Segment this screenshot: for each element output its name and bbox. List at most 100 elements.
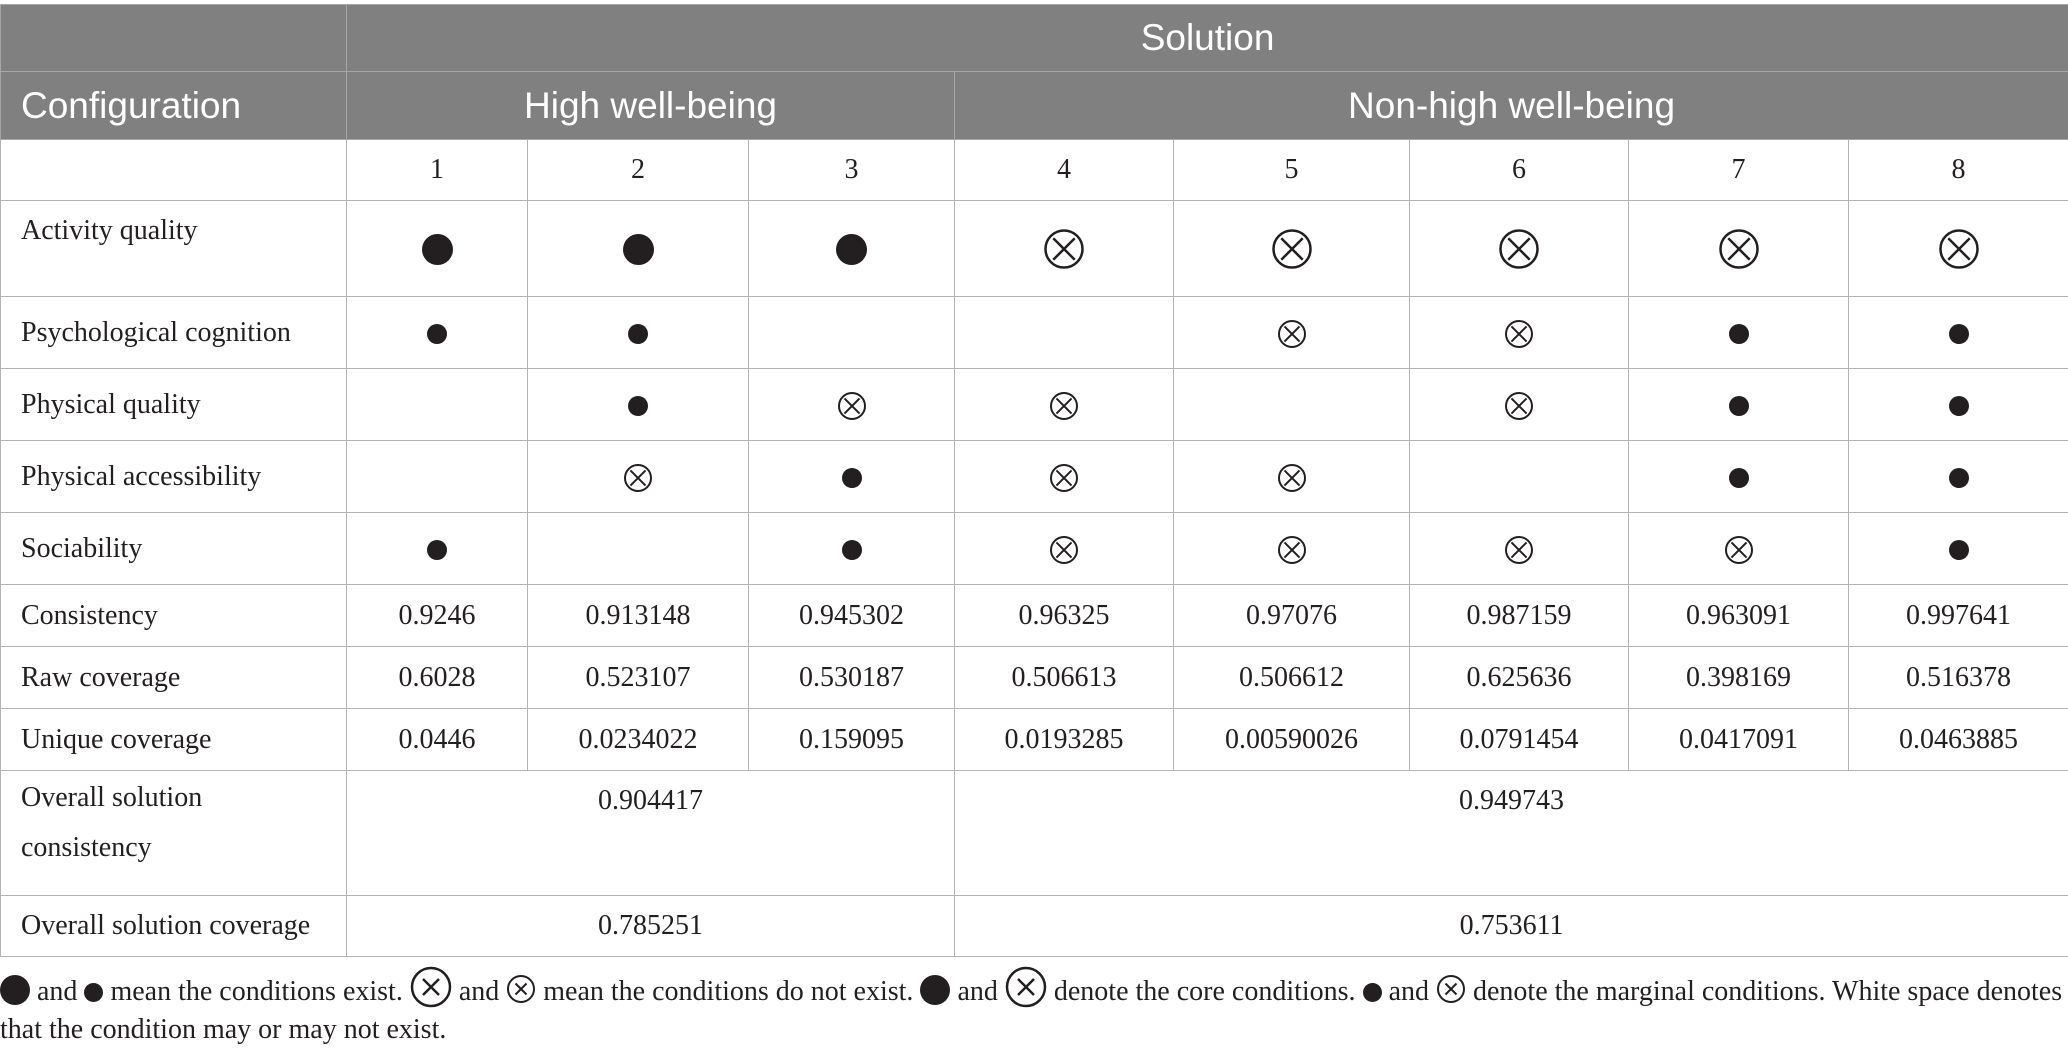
- condition-cell: [1409, 512, 1629, 585]
- condition-cell: [1628, 512, 1849, 585]
- core-present-icon: [0, 975, 30, 1005]
- header-corner: [0, 4, 347, 72]
- marginal-absent-icon: [624, 463, 652, 492]
- condition-cell: [346, 440, 528, 513]
- marginal-absent-icon: [1050, 535, 1078, 564]
- marginal-absent-icon: [1277, 535, 1306, 564]
- core-absent-icon: [1044, 228, 1084, 269]
- condition-label: Physical quality: [0, 368, 347, 441]
- marginal-absent-icon: [1724, 535, 1753, 564]
- core-present-icon: [836, 234, 867, 266]
- core-absent-icon: [1938, 228, 1979, 269]
- non-high-well-being-header: Non-high well-being: [953, 71, 2068, 140]
- core-present-icon: [622, 234, 654, 266]
- condition-cell: [1409, 296, 1629, 369]
- solution-number: 3: [748, 139, 955, 201]
- metric-value: 0.0234022: [527, 708, 749, 771]
- metric-label: Consistency: [0, 584, 347, 647]
- marginal-present-icon: [1728, 396, 1749, 417]
- condition-cell: [527, 368, 749, 441]
- condition-cell: [1409, 440, 1629, 513]
- condition-cell: [1173, 200, 1410, 297]
- note-text: denote the core conditions.: [1053, 976, 1356, 1007]
- solution-number: 1: [346, 139, 528, 201]
- metric-value: 0.0446: [346, 708, 528, 771]
- condition-cell: [1173, 368, 1410, 441]
- metric-value: 0.625636: [1409, 646, 1629, 709]
- metric-value: 0.506612: [1173, 646, 1410, 709]
- overall-consistency-row: Overall solution consistency 0.904417 0.9…: [0, 770, 2068, 896]
- marginal-present-icon: [628, 324, 648, 345]
- marginal-absent-icon: [1505, 391, 1533, 420]
- condition-cell: [527, 512, 749, 585]
- metric-value: 0.530187: [748, 646, 955, 709]
- metric-value: 0.963091: [1628, 584, 1849, 647]
- metric-value: 0.00590026: [1173, 708, 1410, 771]
- marginal-present-icon: [1948, 396, 1969, 417]
- overall-value: 0.904417: [346, 770, 955, 896]
- marginal-present-icon: [1728, 324, 1749, 345]
- table-footnote: and mean the conditions exist. and mean …: [0, 966, 2068, 1049]
- condition-cell: [1847, 296, 2068, 369]
- metric-value: 0.987159: [1409, 584, 1629, 647]
- marginal-absent-icon: [1505, 535, 1533, 564]
- core-absent-icon: [1499, 228, 1539, 269]
- marginal-absent-icon: [1277, 463, 1306, 492]
- marginal-absent-icon: [837, 391, 866, 420]
- overall-coverage-row: Overall solution coverage 0.785251 0.753…: [0, 895, 2068, 957]
- marginal-present-icon: [1948, 468, 1969, 489]
- solution-number-row: 1 2 3 4 5 6 7 8: [0, 139, 2068, 201]
- overall-value: 0.949743: [953, 770, 2068, 896]
- core-present-icon: [920, 975, 951, 1005]
- marginal-present-icon: [1948, 540, 1969, 561]
- condition-row: Physical accessibility: [0, 440, 2068, 513]
- solution-number: 7: [1628, 139, 1849, 201]
- condition-cell: [1173, 296, 1410, 369]
- condition-cell: [748, 296, 955, 369]
- marginal-absent-icon: [1437, 975, 1465, 1003]
- metric-value: 0.913148: [527, 584, 749, 647]
- condition-cell: [1628, 368, 1849, 441]
- condition-cell: [1847, 440, 2068, 513]
- condition-cell: [346, 512, 528, 585]
- solution-header: Solution: [345, 4, 2068, 72]
- condition-cell: [954, 368, 1174, 441]
- marginal-present-icon: [427, 540, 447, 561]
- condition-cell: [346, 296, 528, 369]
- marginal-present-icon: [84, 983, 104, 1002]
- marginal-absent-icon: [1505, 319, 1533, 348]
- condition-cell: [527, 200, 749, 297]
- metric-value: 0.159095: [748, 708, 955, 771]
- marginal-present-icon: [427, 324, 447, 345]
- metric-value: 0.97076: [1173, 584, 1410, 647]
- metric-row: Consistency 0.9246 0.913148 0.945302 0.96325…: [0, 584, 2068, 647]
- marginal-present-icon: [1948, 324, 1969, 345]
- note-text: and: [458, 976, 500, 1007]
- marginal-present-icon: [841, 468, 862, 489]
- overall-value: 0.785251: [346, 895, 955, 957]
- core-absent-icon: [1271, 228, 1312, 269]
- metric-label: Unique coverage: [0, 708, 347, 771]
- metric-value: 0.6028: [346, 646, 528, 709]
- condition-cell: [954, 440, 1174, 513]
- solution-number: 2: [527, 139, 749, 201]
- metric-value: 0.0193285: [954, 708, 1174, 771]
- metric-value: 0.9246: [346, 584, 528, 647]
- metric-row: Unique coverage 0.0446 0.0234022 0.159095 0.…: [0, 708, 2068, 771]
- condition-cell: [748, 512, 955, 585]
- condition-cell: [1628, 296, 1849, 369]
- solution-number: 8: [1847, 139, 2068, 201]
- condition-cell: [1847, 512, 2068, 585]
- row-label: Overall solution consistency: [0, 770, 347, 896]
- marginal-present-icon: [628, 396, 648, 417]
- core-present-icon: [421, 234, 453, 266]
- condition-cell: [1847, 200, 2068, 297]
- row-label-line: Overall solution: [21, 782, 203, 813]
- note-text: denote the marginal conditions. White sp…: [1473, 976, 2063, 1007]
- condition-row: Physical quality: [0, 368, 2068, 441]
- condition-label: Sociability: [0, 512, 347, 585]
- marginal-present-icon: [1362, 983, 1382, 1002]
- metric-value: 0.0417091: [1628, 708, 1849, 771]
- condition-label: Activity quality: [0, 200, 347, 297]
- metric-value: 0.997641: [1847, 584, 2068, 647]
